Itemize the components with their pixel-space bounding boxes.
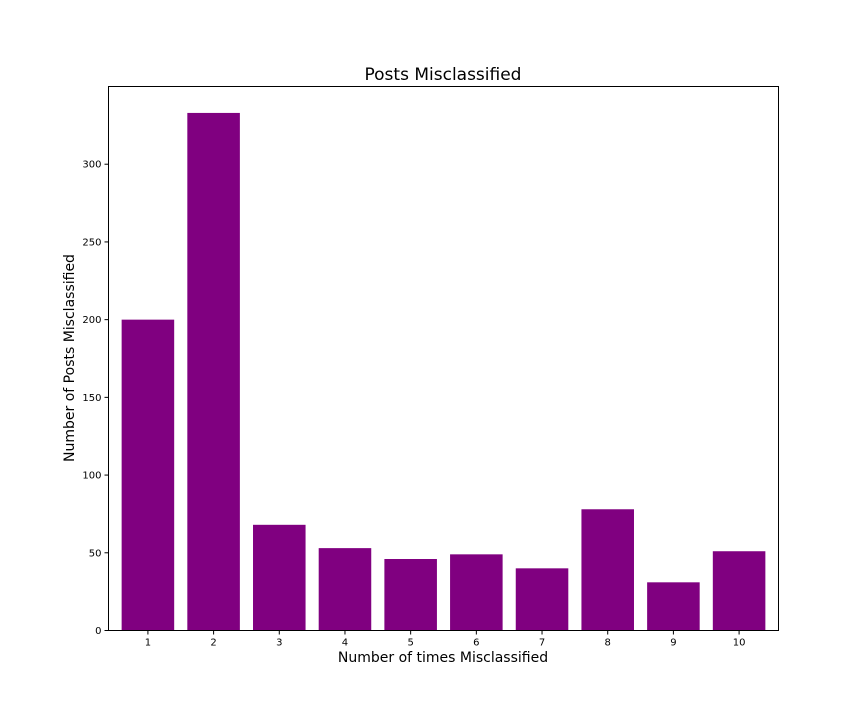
bar-7 <box>515 568 569 631</box>
bar-8 <box>581 509 634 631</box>
chart-title: Posts Misclassified <box>365 65 522 85</box>
y-tick-label: 100 <box>82 471 101 482</box>
bar-4 <box>318 548 372 631</box>
x-tick-label: 10 <box>733 638 746 649</box>
bar-1 <box>121 319 175 631</box>
bars-group <box>121 112 766 631</box>
x-tick-label: 9 <box>670 638 676 649</box>
y-tick-label: 0 <box>95 626 101 637</box>
x-axis-ticks: 1 2 3 4 5 6 7 8 9 10 <box>145 630 746 649</box>
y-tick-label: 150 <box>82 393 101 404</box>
y-axis-ticks: 0 50 100 150 200 250 300 <box>82 160 109 637</box>
x-tick-label: 2 <box>210 638 216 649</box>
plot-frame <box>108 86 779 631</box>
x-tick-label: 7 <box>539 638 545 649</box>
x-tick-label: 4 <box>342 638 348 649</box>
bar-6 <box>450 554 503 631</box>
y-tick-label: 50 <box>89 548 102 559</box>
bar-2 <box>187 112 240 631</box>
x-tick-label: 8 <box>605 638 611 649</box>
y-tick-label: 200 <box>82 315 101 326</box>
y-axis-label: Number of Posts Misclassified <box>62 254 78 462</box>
y-tick-label: 300 <box>82 160 101 171</box>
bar-5 <box>384 559 437 631</box>
bar-9 <box>647 582 700 631</box>
x-tick-label: 3 <box>276 638 282 649</box>
x-tick-label: 5 <box>407 638 413 649</box>
bar-3 <box>253 524 306 631</box>
x-tick-label: 6 <box>473 638 479 649</box>
x-tick-label: 1 <box>145 638 151 649</box>
y-tick-label: 250 <box>82 237 101 248</box>
x-axis-label: Number of times Misclassified <box>338 650 548 666</box>
bar-10 <box>712 551 766 631</box>
